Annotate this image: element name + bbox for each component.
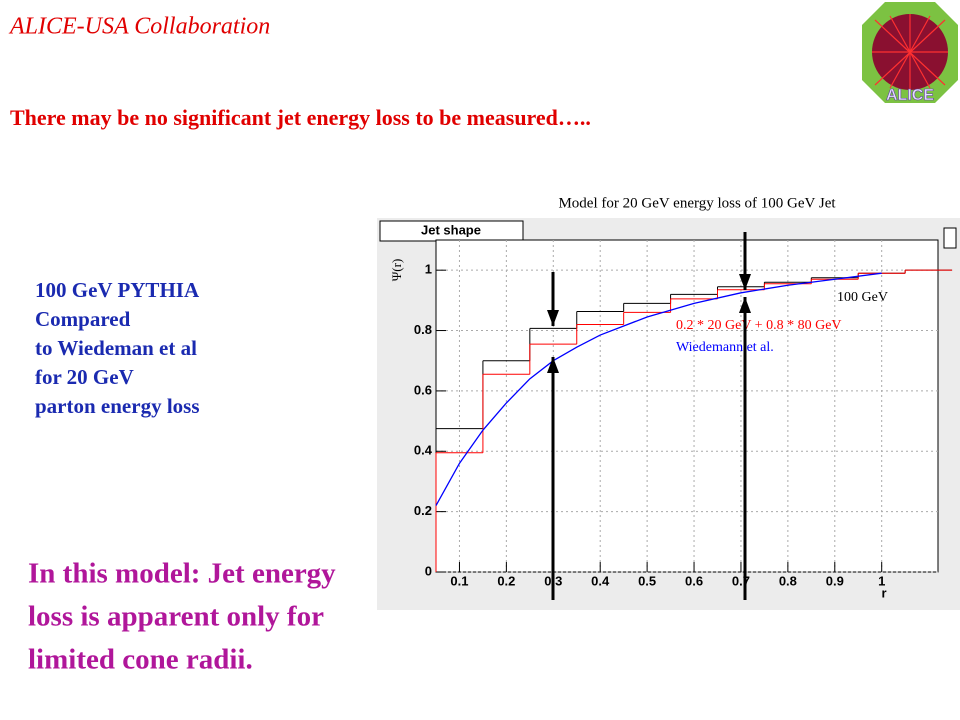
conclusion-line: limited cone radii. bbox=[28, 644, 253, 676]
y-axis-label: Ψ(r) bbox=[389, 259, 404, 282]
logo: ALICE bbox=[862, 2, 958, 105]
curve bbox=[435, 272, 882, 506]
logo-tracks bbox=[872, 14, 948, 90]
series-label: Wiedemann et al. bbox=[676, 340, 774, 355]
x-tick-label: 0.9 bbox=[826, 573, 844, 588]
x-tick-label: 0.8 bbox=[779, 573, 797, 588]
x-tick-label: 0.2 bbox=[497, 573, 515, 588]
chart-title: Model for 20 GeV energy loss of 100 GeV … bbox=[558, 195, 836, 211]
x-tick-label: 0.1 bbox=[450, 573, 468, 588]
side-note: 100 GeV PYTHIA Compared to Wiedeman et al f… bbox=[35, 278, 200, 418]
y-tick-label: 0.8 bbox=[414, 322, 432, 337]
conclusion-line: In this model: Jet energy bbox=[28, 558, 336, 590]
y-tick-label: 0.6 bbox=[414, 382, 432, 397]
canvas-icon bbox=[943, 227, 957, 249]
headline: There may be no significant jet energy l… bbox=[10, 105, 591, 130]
x-tick-label: 1 bbox=[878, 573, 885, 588]
side-note-line: for 20 GeV bbox=[35, 365, 134, 389]
header: ALICE-USA Collaboration bbox=[8, 14, 270, 40]
x-tick-label: 0.4 bbox=[591, 573, 610, 588]
y-tick-label: 1 bbox=[425, 262, 432, 277]
y-tick-label: 0 bbox=[425, 563, 432, 578]
series-label: 0.2 * 20 GeV + 0.8 * 80 GeV bbox=[676, 318, 842, 333]
conclusion-line: loss is apparent only for bbox=[28, 601, 324, 633]
x-tick-label: 0.7 bbox=[732, 573, 750, 588]
logo-text: ALICE bbox=[886, 87, 934, 104]
arrow-head bbox=[547, 357, 559, 373]
plot: 00.20.40.60.810.10.20.30.40.50.60.70.80.… bbox=[389, 232, 953, 600]
side-note-line: to Wiedeman et al bbox=[35, 336, 197, 360]
x-tick-label: 0.6 bbox=[685, 573, 703, 588]
arrow-head bbox=[547, 310, 559, 326]
arrow-head bbox=[739, 297, 751, 313]
x-tick-label: 0.5 bbox=[638, 573, 656, 588]
plot-area bbox=[435, 239, 939, 573]
legend-title: Jet shape bbox=[421, 222, 481, 237]
y-tick-label: 0.4 bbox=[414, 443, 433, 458]
side-note-line: parton energy loss bbox=[35, 394, 200, 418]
y-tick-label: 0.2 bbox=[414, 503, 432, 518]
side-note-line: 100 GeV PYTHIA bbox=[35, 278, 200, 302]
side-note-line: Compared bbox=[35, 307, 131, 331]
x-axis-label: r bbox=[881, 585, 886, 600]
series-label: 100 GeV bbox=[837, 290, 888, 305]
arrow-head bbox=[739, 274, 751, 290]
conclusion: In this model: Jet energy loss is apparen… bbox=[28, 558, 336, 676]
